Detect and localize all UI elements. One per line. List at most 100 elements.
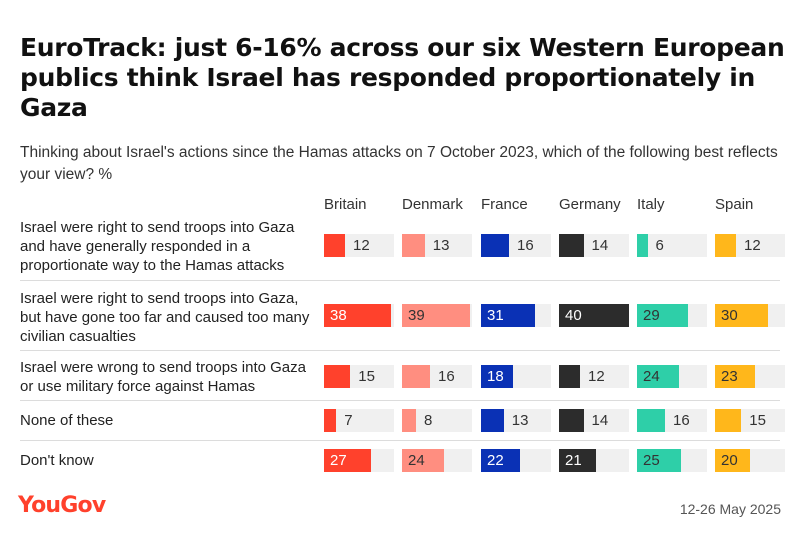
bar-track: 7	[324, 409, 394, 432]
data-label: 18	[487, 368, 504, 385]
bar-france	[481, 449, 520, 472]
bar-track: 24	[402, 449, 472, 472]
row-divider	[20, 280, 780, 281]
bar-track: 29	[637, 304, 707, 327]
data-label: 40	[565, 307, 582, 324]
bar-track: 20	[715, 449, 785, 472]
bar-track: 12	[324, 234, 394, 257]
bar-track: 13	[481, 409, 551, 432]
bar-track: 6	[637, 234, 707, 257]
data-label: 6	[655, 237, 664, 254]
bar-track: 21	[559, 449, 629, 472]
bar-spain	[715, 234, 736, 257]
bar-track: 38	[324, 304, 394, 327]
data-label: 29	[643, 307, 660, 324]
bar-track: 31	[481, 304, 551, 327]
bar-britain	[324, 234, 345, 257]
bar-italy	[637, 304, 688, 327]
row-label: Israel were right to send troops into Ga…	[20, 290, 310, 345]
bar-denmark	[402, 409, 416, 432]
bar-britain	[324, 409, 337, 432]
bar-track: 16	[481, 234, 551, 257]
data-label: 14	[591, 412, 609, 429]
fieldwork-date: 12-26 May 2025	[679, 501, 781, 517]
row-label: Israel were right to send troops into Ga…	[20, 219, 295, 274]
data-label: 23	[721, 368, 738, 385]
bar-track: 15	[715, 409, 785, 432]
bar-france	[481, 304, 536, 327]
bar-track: 14	[559, 234, 629, 257]
bar-track: 27	[324, 449, 394, 472]
yougov-logo: YouGov	[18, 493, 106, 518]
country-header-italy: Italy	[637, 196, 665, 213]
bar-germany	[559, 449, 596, 472]
bar-france	[481, 234, 509, 257]
bar-spain	[715, 409, 742, 432]
bar-track: 30	[715, 304, 785, 327]
bar-spain	[715, 449, 750, 472]
data-label: 15	[358, 368, 375, 385]
data-label: 12	[353, 237, 370, 254]
data-label: 7	[344, 412, 353, 429]
data-label: 24	[643, 368, 660, 385]
data-label: 39	[408, 307, 425, 324]
bar-track: 14	[559, 409, 629, 432]
row-divider	[20, 400, 780, 401]
data-label: 8	[424, 412, 433, 429]
data-label: 13	[432, 237, 450, 254]
bar-italy	[637, 449, 681, 472]
bar-france	[481, 409, 504, 432]
data-label: 14	[591, 237, 609, 254]
row-label: Israel were wrong to send troops into Ga…	[20, 359, 306, 395]
bar-italy	[637, 234, 648, 257]
data-label: 22	[487, 452, 504, 469]
country-header-britain: Britain	[324, 196, 367, 213]
bar-spain	[715, 365, 756, 388]
row-divider	[20, 350, 780, 351]
country-header-spain: Spain	[715, 196, 754, 213]
bar-germany	[559, 234, 584, 257]
bar-track: 12	[559, 365, 629, 388]
row-divider	[20, 440, 780, 441]
bar-track: 22	[481, 449, 551, 472]
bar-germany	[559, 365, 580, 388]
bar-track: 8	[402, 409, 472, 432]
bar-denmark	[402, 304, 471, 327]
chart-subtitle: Thinking about Israel's actions since th…	[20, 144, 778, 183]
data-label: 12	[744, 237, 761, 254]
country-header-germany: Germany	[559, 196, 621, 213]
data-label: 30	[721, 307, 738, 324]
bar-germany	[559, 409, 584, 432]
row-label: Don't know	[20, 452, 94, 469]
data-label: 24	[408, 452, 425, 469]
bar-track: 24	[637, 365, 707, 388]
data-label: 16	[438, 368, 455, 385]
bar-track: 16	[637, 409, 707, 432]
bar-track: 23	[715, 365, 785, 388]
data-label: 31	[487, 307, 504, 324]
bar-track: 25	[637, 449, 707, 472]
chart-title: EuroTrack: just 6-16% across our six Wes…	[20, 33, 785, 122]
data-label: 27	[330, 452, 347, 469]
bar-track: 13	[402, 234, 472, 257]
country-header-france: France	[481, 196, 528, 213]
data-label: 38	[330, 307, 347, 324]
data-label: 16	[673, 412, 690, 429]
bar-britain	[324, 304, 391, 327]
bar-denmark	[402, 365, 430, 388]
bar-track: 15	[324, 365, 394, 388]
bar-track: 40	[559, 304, 629, 327]
data-label: 13	[511, 412, 529, 429]
data-label: 15	[749, 412, 766, 429]
bar-france	[481, 365, 513, 388]
bar-denmark	[402, 449, 444, 472]
data-label: 25	[643, 452, 660, 469]
bar-germany	[559, 304, 629, 327]
bar-italy	[637, 409, 665, 432]
data-label: 20	[721, 452, 738, 469]
data-label: 12	[588, 368, 605, 385]
bar-italy	[637, 365, 679, 388]
data-label: 16	[517, 237, 534, 254]
bar-britain	[324, 449, 372, 472]
bar-spain	[715, 304, 768, 327]
